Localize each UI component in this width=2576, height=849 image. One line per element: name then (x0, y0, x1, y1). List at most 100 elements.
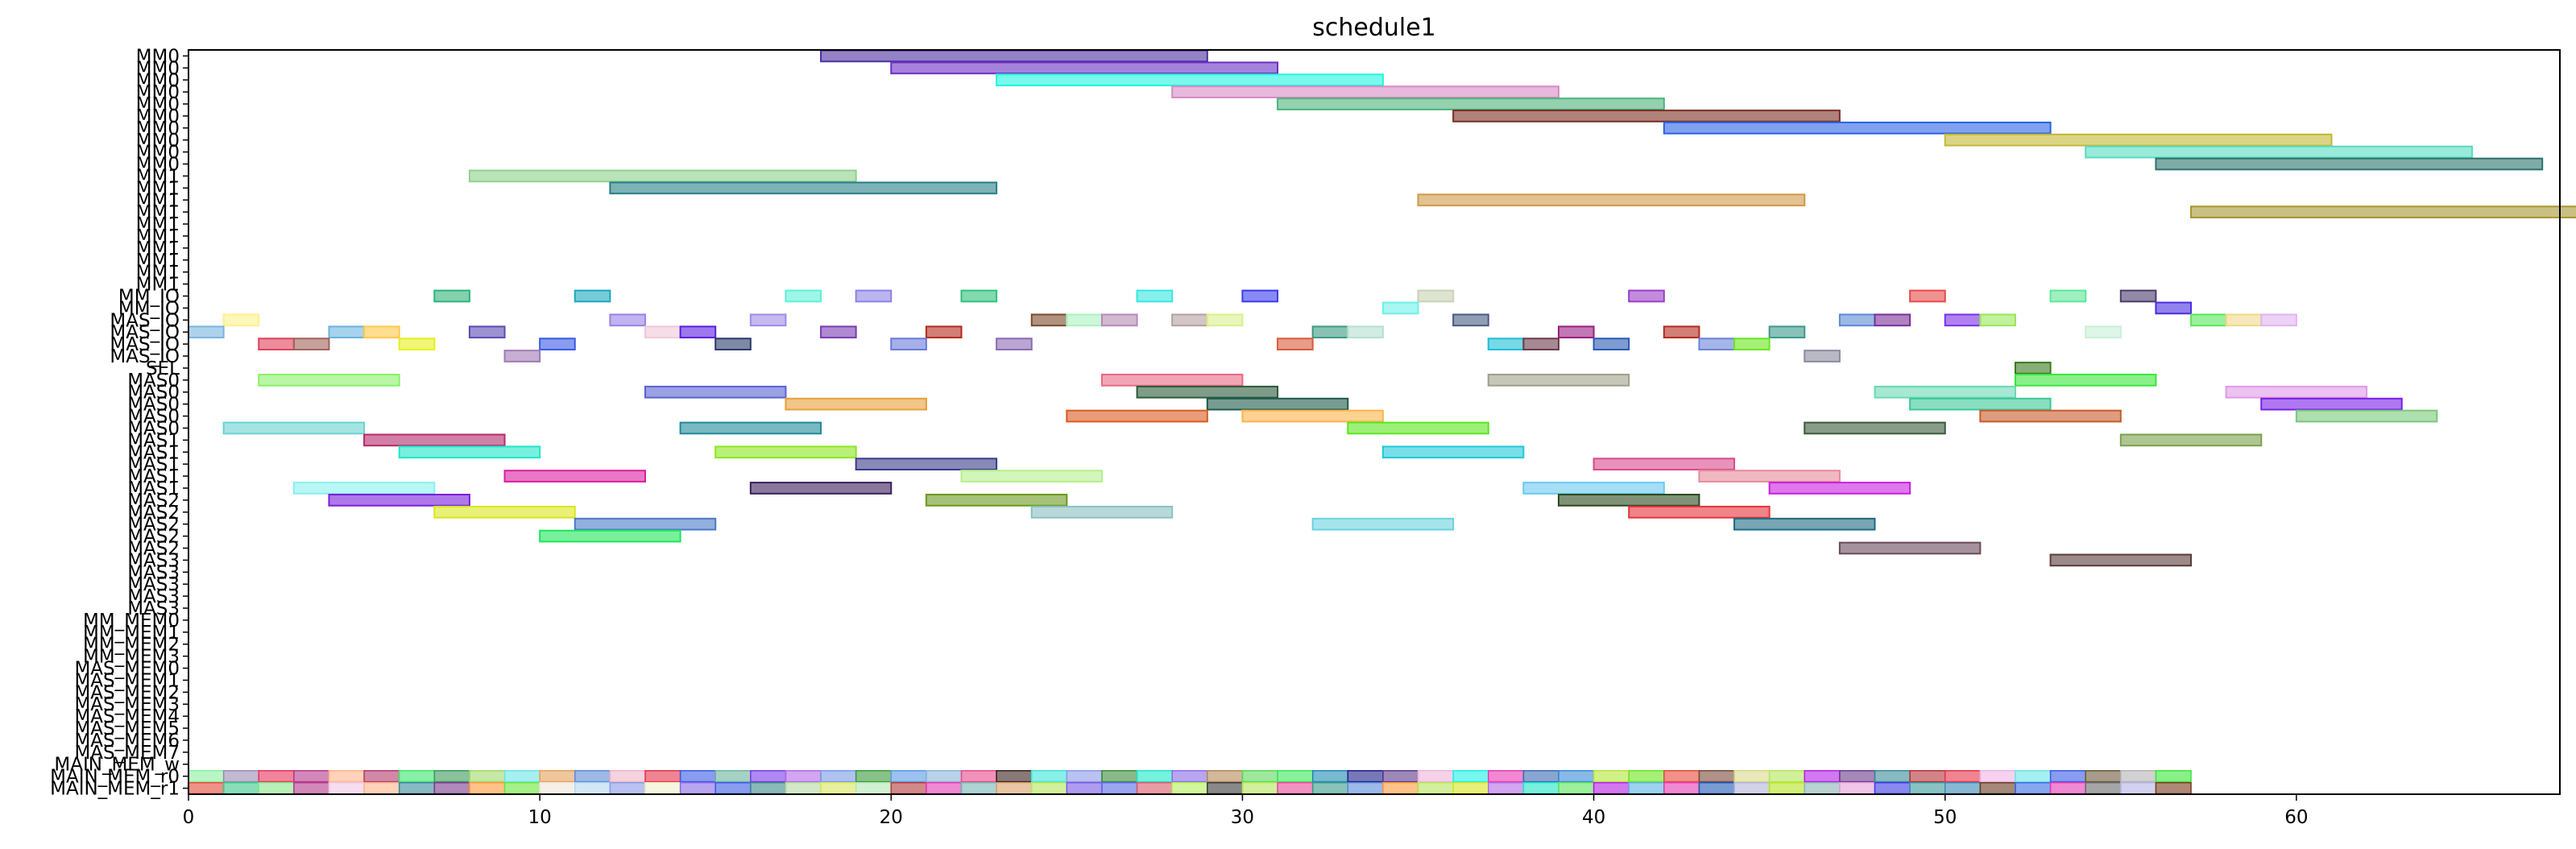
task-bar (574, 517, 717, 531)
task-bar (1979, 313, 2016, 327)
task-bar (222, 313, 260, 327)
task-bar (1381, 445, 1525, 459)
y-tick-label: MM0 (136, 58, 180, 79)
main-mem-r1-bar (2085, 781, 2122, 795)
task-bar (292, 338, 330, 350)
main-mem-r1-bar (855, 781, 892, 795)
y-tick-label: MAS_MEM7 (74, 743, 180, 764)
main-mem-r0-bar (714, 770, 752, 783)
y-tick-label: MM1 (136, 251, 180, 271)
y-tick-label: MAS0 (127, 371, 180, 391)
task-bar (433, 289, 470, 303)
main-mem-r1-bar (1277, 781, 1314, 795)
main-mem-r1-bar (363, 781, 400, 795)
y-tick-label: MAS0 (127, 407, 180, 428)
task-bar (1171, 313, 1208, 327)
task-bar (1838, 541, 1982, 555)
task-bar (1592, 458, 1736, 471)
task-bar (1311, 325, 1349, 339)
y-tick-label: MAS_IO (110, 310, 180, 331)
task-bar (1452, 313, 1489, 327)
main-mem-r1-bar (2155, 781, 2192, 795)
task-bar (785, 289, 822, 303)
y-tick-label: MM0 (136, 46, 180, 67)
main-mem-r0-bar (1698, 770, 1735, 783)
main-mem-r1-bar (1592, 781, 1630, 795)
chart-title: schedule1 (1312, 14, 1436, 42)
y-tick-label: MAS3 (127, 586, 180, 607)
task-bar (2085, 145, 2473, 159)
y-tick-label: MM0 (136, 106, 180, 127)
main-mem-r0-bar (503, 770, 540, 783)
y-tick-label: MM1 (136, 214, 180, 235)
task-bar (1241, 289, 1279, 303)
main-mem-r1-bar (679, 781, 716, 795)
main-mem-r0-bar (1804, 770, 1841, 783)
task-bar (960, 289, 998, 303)
y-tick-label: MAS3 (127, 550, 180, 571)
x-tick-label: 30 (1231, 807, 1254, 828)
y-tick-label: MAS_MEM4 (74, 706, 180, 727)
task-bar (1100, 373, 1244, 387)
main-mem-r0-bar (1382, 770, 1419, 783)
main-mem-r0-bar (433, 770, 470, 783)
y-tick-label: MAS1 (127, 454, 180, 475)
task-bar (328, 494, 470, 507)
main-mem-r0-bar (1839, 770, 1876, 783)
main-mem-r1-bar (1909, 781, 1946, 795)
main-mem-r0-bar (820, 770, 857, 783)
y-tick-label: MM1 (136, 190, 180, 211)
task-bar (679, 421, 822, 435)
task-bar (1100, 313, 1138, 327)
task-bar (1347, 325, 1384, 339)
y-tick-label: MAS0 (127, 383, 180, 404)
main-mem-r1-bar (1698, 781, 1735, 795)
main-mem-r1-bar (960, 781, 997, 795)
main-mem-r1-bar (2120, 781, 2157, 795)
main-mem-r0-bar (2120, 770, 2157, 783)
y-tick-label: MM0 (136, 118, 180, 139)
task-bar (328, 325, 366, 339)
task-bar (1487, 338, 1525, 350)
y-tick-label: MAS1 (127, 442, 180, 463)
y-tick-label: MM_IO (118, 298, 180, 319)
task-bar (1874, 313, 1911, 327)
y-tick-label: MM_IO (118, 287, 180, 308)
y-tick-label: MAS_MEM1 (74, 670, 180, 691)
y-tick-label: MAS_MEM3 (74, 694, 180, 715)
y-tick-label: MM1 (136, 275, 180, 296)
y-tick-label: MAS3 (127, 574, 180, 595)
main-mem-r0-bar (1347, 770, 1384, 783)
main-mem-r1-bar (1487, 781, 1525, 795)
task-bar (960, 470, 1103, 482)
task-bar (1733, 338, 1770, 350)
task-bar (785, 397, 927, 411)
task-bar (820, 49, 1208, 63)
main-mem-r0-bar (679, 770, 716, 783)
main-mem-r1-bar (469, 781, 506, 795)
task-bar (433, 505, 576, 519)
main-mem-r1-bar (433, 781, 470, 795)
main-mem-r1-bar (1452, 781, 1489, 795)
main-mem-r1-bar (820, 781, 857, 795)
main-mem-r1-bar (258, 781, 295, 795)
main-mem-r1-bar (1733, 781, 1770, 795)
task-bar (1136, 289, 1174, 303)
task-bar (1206, 313, 1244, 327)
main-mem-r1-bar (1522, 781, 1559, 795)
main-mem-r1-bar (1874, 781, 1911, 795)
task-bar (1417, 289, 1455, 303)
main-mem-r0-bar (1241, 770, 1278, 783)
main-mem-r0-bar (609, 770, 646, 783)
main-mem-r1-bar (1944, 781, 1982, 795)
main-mem-r1-bar (2015, 781, 2052, 795)
main-mem-r1-bar (1311, 781, 1349, 795)
y-tick-label: MAS_IO (110, 334, 180, 355)
y-tick-label: MM_MEM3 (83, 647, 180, 668)
task-bar (2225, 385, 2368, 399)
task-bar (574, 289, 611, 303)
task-bar (714, 445, 857, 459)
main-mem-r0-bar (750, 770, 787, 783)
y-tick-label: MM_MEM2 (83, 635, 180, 656)
